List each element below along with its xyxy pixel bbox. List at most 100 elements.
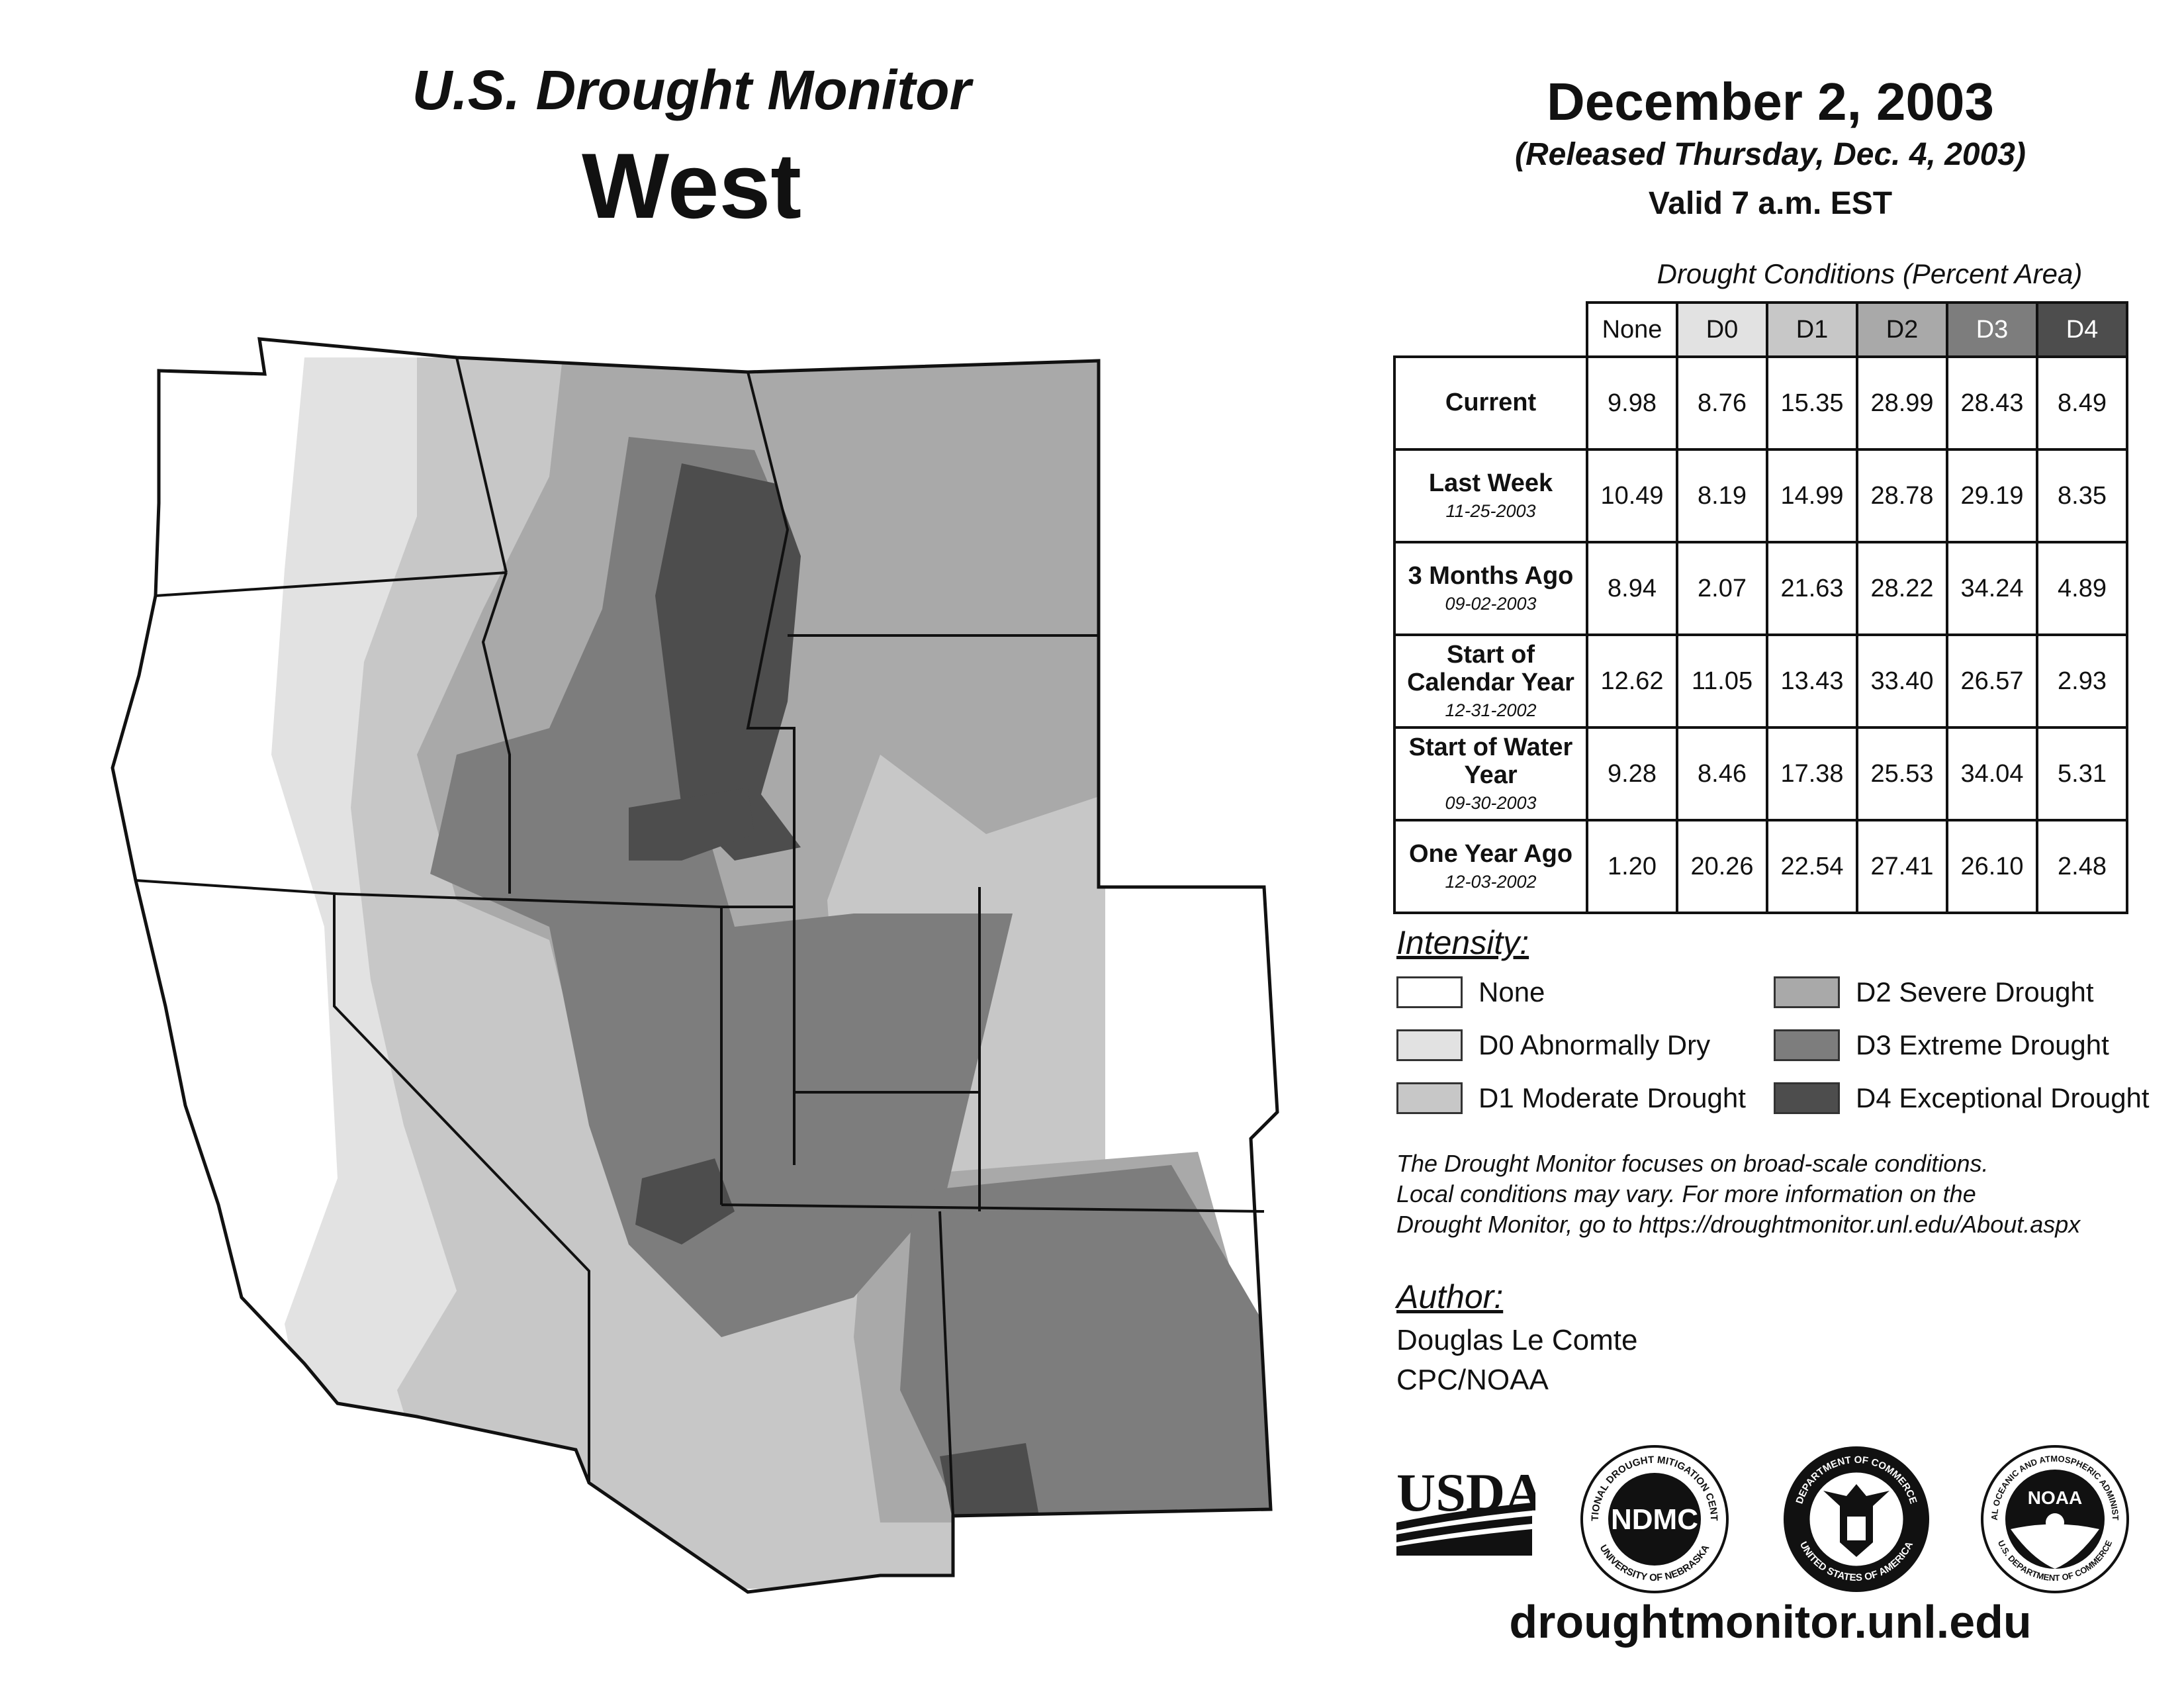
state-border-or-wa <box>155 571 507 597</box>
usda-logo: USDA <box>1396 1463 1535 1556</box>
table-cell: 17.38 <box>1766 726 1858 821</box>
legend-label: D0 Abnormally Dry <box>1479 1029 1711 1060</box>
legend-swatch <box>1396 1029 1463 1061</box>
row-label-text: Current <box>1445 389 1537 417</box>
state-border-az-nm <box>938 1211 954 1517</box>
table-cell: 8.94 <box>1586 541 1678 636</box>
noaa-bird-head <box>2046 1513 2064 1532</box>
row-label: Current <box>1393 355 1588 451</box>
table-row: Start of Calendar Year 12-31-2002 12.62 1… <box>1393 633 2128 729</box>
col-header-d0: D0 <box>1676 301 1768 358</box>
table-cell: 8.76 <box>1676 355 1768 451</box>
legend-label: D4 Exceptional Drought <box>1856 1082 2150 1113</box>
map-date: December 2, 2003 <box>1546 72 1994 131</box>
ndmc-inner-disc <box>1608 1473 1701 1566</box>
col-header-d2: D2 <box>1856 301 1948 358</box>
row-label-text: Last Week <box>1428 469 1553 498</box>
disclaimer-note: The Drought Monitor focuses on broad-sca… <box>1396 1149 2177 1240</box>
row-date: 09-02-2003 <box>1445 594 1537 614</box>
table-cell: 34.24 <box>1946 541 2038 636</box>
row-label-text: Start of Water Year <box>1408 733 1573 790</box>
row-label-text: One Year Ago <box>1408 840 1573 868</box>
table-cell: 12.62 <box>1586 633 1678 729</box>
table-corner <box>1394 303 1588 358</box>
table-cell: 13.43 <box>1766 633 1858 729</box>
table-row: Current 9.98 8.76 15.35 28.99 28.43 8.49 <box>1393 355 2128 451</box>
legend-label: D1 Moderate Drought <box>1479 1082 1746 1113</box>
legend-swatch <box>1774 1029 1840 1061</box>
col-header-none: None <box>1586 301 1678 358</box>
noaa-logo-text: NOAA <box>2028 1487 2082 1508</box>
col-header-d4: D4 <box>2036 301 2128 358</box>
legend-swatch <box>1774 1082 1840 1114</box>
col-header-d1: D1 <box>1766 301 1858 358</box>
table-caption: Drought Conditions (Percent Area) <box>1657 258 2083 289</box>
legend-swatch <box>1774 976 1840 1008</box>
d4-area-colorado <box>635 1158 735 1244</box>
legend-item-d1: D1 Moderate Drought <box>1396 1082 1746 1114</box>
row-label-text: 3 Months Ago <box>1408 562 1574 590</box>
table-cell: 15.35 <box>1766 355 1858 451</box>
legend-label: D3 Extreme Drought <box>1856 1029 2109 1060</box>
legend-item-d4: D4 Exceptional Drought <box>1774 1082 2150 1114</box>
table-cell: 4.89 <box>2036 541 2128 636</box>
table-cell: 9.28 <box>1586 726 1678 821</box>
table-cell: 8.46 <box>1676 726 1768 821</box>
state-borders <box>135 357 1265 1517</box>
col-header-d3: D3 <box>1946 301 2038 358</box>
noaa-bird-icon <box>2011 1524 2099 1569</box>
table-row: Start of Water Year 09-30-2003 9.28 8.46 … <box>1393 726 2128 821</box>
legend-item-d0: D0 Abnormally Dry <box>1396 1029 1710 1061</box>
table-cell: 21.63 <box>1766 541 1858 636</box>
table-cell: 26.57 <box>1946 633 2038 729</box>
d4-area-south <box>629 788 754 861</box>
state-border-id-mt <box>455 357 508 573</box>
usda-field-lines <box>1396 1503 1532 1556</box>
table-row: One Year Ago 12-03-2002 1.20 20.26 22.54 … <box>1393 819 2128 914</box>
legend-item-d2: D2 Severe Drought <box>1774 976 2094 1008</box>
table-cell: 22.54 <box>1766 819 1858 914</box>
table-cell: 28.43 <box>1946 355 2038 451</box>
row-date: 12-31-2002 <box>1445 700 1537 720</box>
table-cell: 34.04 <box>1946 726 2038 821</box>
ndmc-logo: NATIONAL DROUGHT MITIGATION CENTER UNIVE… <box>1578 1443 1729 1593</box>
table-row: 3 Months Ago 09-02-2003 8.94 2.07 21.63 2… <box>1393 541 2128 636</box>
release-date: (Released Thursday, Dec. 4, 2003) <box>1515 137 2026 172</box>
region-title: West <box>582 134 801 238</box>
table-cell: 25.53 <box>1856 726 1948 821</box>
table-cell: 28.78 <box>1856 448 1948 543</box>
valid-time: Valid 7 a.m. EST <box>1648 186 1893 221</box>
table-cell: 33.40 <box>1856 633 1948 729</box>
legend-swatch <box>1396 1082 1463 1114</box>
table-cell: 20.26 <box>1676 819 1768 914</box>
author-org: CPC/NOAA <box>1396 1364 1549 1396</box>
table-cell: 1.20 <box>1586 819 1678 914</box>
table-cell: 26.10 <box>1946 819 2038 914</box>
ndmc-logo-text: NDMC <box>1611 1503 1698 1536</box>
map-title: U.S. Drought Monitor <box>412 59 972 121</box>
table-cell: 28.22 <box>1856 541 1948 636</box>
row-label: 3 Months Ago 09-02-2003 <box>1393 541 1588 636</box>
state-border-co-nm <box>721 1203 1265 1213</box>
shield-icon <box>1846 1515 1867 1542</box>
table-cell: 9.98 <box>1586 355 1678 451</box>
table-cell: 14.99 <box>1766 448 1858 543</box>
table-cell: 2.07 <box>1676 541 1768 636</box>
author-heading: Author: <box>1396 1278 1504 1315</box>
note-line: The Drought Monitor focuses on broad-sca… <box>1396 1150 1989 1177</box>
table-cell: 10.49 <box>1586 448 1678 543</box>
drought-conditions-table: None D0 D1 D2 D3 D4 Current 9.98 8.76 15… <box>1393 301 2128 914</box>
website-link[interactable]: droughtmonitor.unl.edu <box>1509 1596 2032 1648</box>
d4-area <box>655 463 801 861</box>
legend-label: D2 Severe Drought <box>1856 976 2094 1008</box>
table-cell: 8.49 <box>2036 355 2128 451</box>
note-line: Drought Monitor, go to https://droughtmo… <box>1396 1211 2081 1238</box>
d3-area-southeast <box>900 1165 1271 1516</box>
d3-area <box>430 437 1013 1337</box>
legend-item-d3: D3 Extreme Drought <box>1774 1029 2109 1061</box>
table-cell: 28.99 <box>1856 355 1948 451</box>
note-line: Local conditions may vary. For more info… <box>1396 1180 1976 1207</box>
row-label: Start of Water Year 09-30-2003 <box>1393 726 1588 821</box>
row-label: Start of Calendar Year 12-31-2002 <box>1393 633 1588 729</box>
table-cell: 8.19 <box>1676 448 1768 543</box>
